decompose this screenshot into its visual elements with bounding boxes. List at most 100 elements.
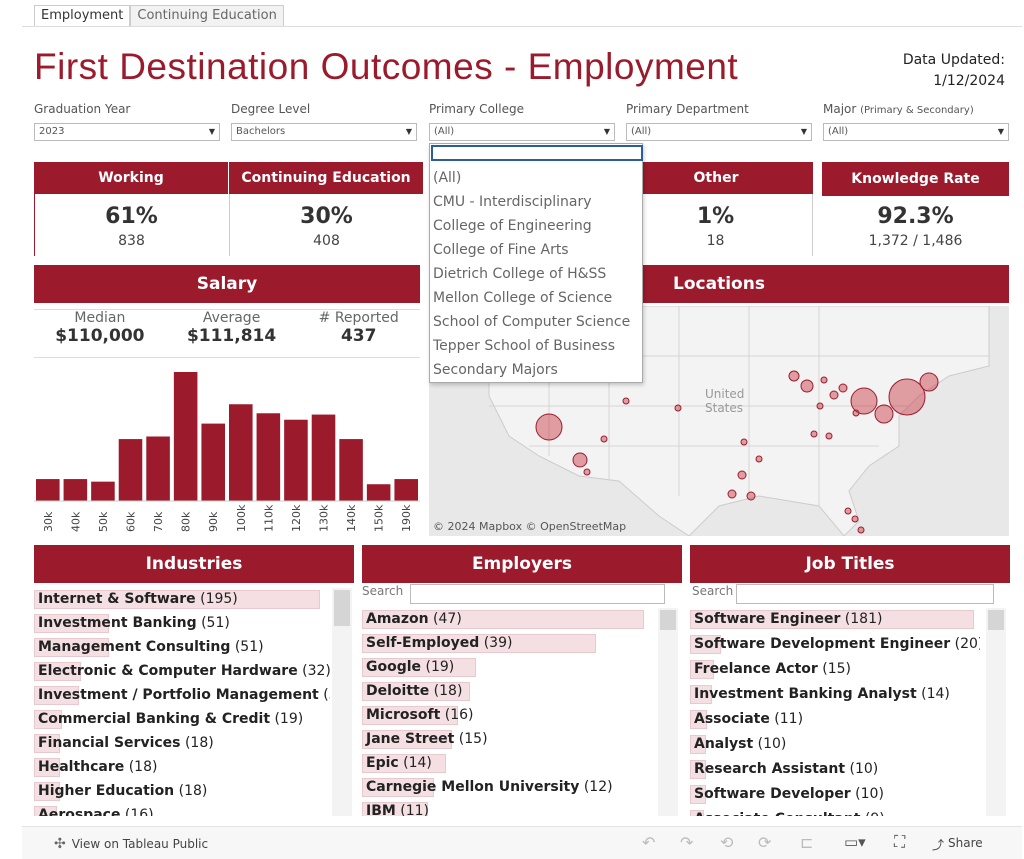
location-marker[interactable] [829,390,839,400]
list-item[interactable]: Higher Education (18) [34,780,330,804]
list-item[interactable]: Software Developer (10) [690,783,980,808]
list-item[interactable]: Self-Employed (39) [362,632,652,656]
list-item[interactable]: Freelance Actor (15) [690,658,980,683]
list-item[interactable]: Amazon (47) [362,608,652,632]
share-button[interactable]: ⤴ Share [932,836,983,853]
primary-college-select[interactable]: (All) ▼ [429,123,615,141]
location-marker[interactable] [800,379,814,393]
salary-bar[interactable] [118,439,143,501]
refresh-icon[interactable]: ⟳ [758,833,772,852]
list-item[interactable]: Aerospace (16) [34,804,330,816]
scroll-thumb[interactable] [660,610,676,630]
list-item[interactable]: Management Consulting (51) [34,636,330,660]
list-item[interactable]: Financial Services (18) [34,732,330,756]
fullscreen-icon[interactable]: ⛶ [894,832,906,851]
redo-icon[interactable]: ↷ [680,833,694,852]
location-marker[interactable] [851,515,859,523]
list-item[interactable]: Analyst (10) [690,733,980,758]
dropdown-option[interactable]: (All) [433,170,462,186]
location-marker[interactable] [788,370,800,382]
graduation-year-select[interactable]: 2023 ▼ [34,123,220,141]
salary-bar[interactable] [173,372,198,501]
list-item[interactable]: Carnegie Mellon University (12) [362,776,652,800]
dropdown-option[interactable]: Dietrich College of H&SS [433,266,607,282]
tab-continuing-education[interactable]: Continuing Education [130,5,284,27]
dropdown-option[interactable]: School of Computer Science [433,314,631,330]
location-marker[interactable] [622,397,630,405]
location-marker[interactable] [535,413,563,441]
location-marker[interactable] [888,378,926,416]
undo-icon[interactable]: ↶ [642,833,656,852]
job-titles-list[interactable]: Software Engineer (181) Software Developm… [690,608,980,816]
salary-bar[interactable] [311,414,336,501]
dropdown-option[interactable]: Mellon College of Science [433,290,613,306]
list-item[interactable]: Software Development Engineer (20) [690,633,980,658]
location-marker[interactable] [674,404,682,412]
location-marker[interactable] [844,507,852,515]
list-item[interactable]: Jane Street (15) [362,728,652,752]
salary-bar[interactable] [91,481,115,501]
employers-list[interactable]: Amazon (47) Self-Employed (39) Google (19)… [362,608,652,816]
location-marker[interactable] [825,432,833,440]
salary-bar[interactable] [201,423,225,501]
location-marker[interactable] [600,435,608,443]
salary-bar[interactable] [394,479,418,501]
industries-list[interactable]: Internet & Software (195) Investment Bank… [34,588,330,816]
location-marker[interactable] [727,489,737,499]
revert-icon[interactable]: ⟲ [720,833,734,852]
list-item[interactable]: Microsoft (16) [362,704,652,728]
location-marker[interactable] [816,402,824,410]
list-item[interactable]: Associate (11) [690,708,980,733]
location-marker[interactable] [737,470,747,480]
employers-search-input[interactable] [410,584,665,604]
scroll-thumb[interactable] [988,610,1004,630]
location-marker[interactable] [740,438,748,446]
dropdown-option[interactable]: CMU - Interdisciplinary [433,194,592,210]
list-item[interactable]: Software Engineer (181) [690,608,980,633]
list-item[interactable]: Deloitte (18) [362,680,652,704]
location-marker[interactable] [810,430,818,438]
location-marker[interactable] [838,383,848,393]
location-marker[interactable] [583,468,591,476]
industries-scrollbar[interactable] [332,588,352,816]
salary-bar[interactable] [339,439,363,501]
location-marker[interactable] [850,387,878,415]
salary-bar[interactable] [36,479,60,501]
dropdown-option[interactable]: College of Engineering [433,218,592,234]
job-titles-search-input[interactable] [736,584,994,604]
location-marker[interactable] [820,376,828,384]
dropdown-search-input[interactable] [431,145,643,161]
location-marker[interactable] [572,452,588,468]
pause-icon[interactable]: ⊏ [800,833,814,852]
list-item[interactable]: Healthcare (18) [34,756,330,780]
list-item[interactable]: Associate Consultant (9) [690,808,980,816]
degree-level-select[interactable]: Bachelors ▼ [231,123,417,141]
major-select[interactable]: (All) ▼ [823,123,1009,141]
salary-bar[interactable] [229,404,253,501]
list-item[interactable]: Investment / Portfolio Management (31) [34,684,330,708]
dropdown-option[interactable]: Tepper School of Business [433,338,615,354]
primary-department-select[interactable]: (All) ▼ [626,123,812,141]
location-marker[interactable] [874,404,894,424]
list-item[interactable]: Electronic & Computer Hardware (32) [34,660,330,684]
employers-scrollbar[interactable] [658,608,678,816]
location-marker[interactable] [746,491,756,501]
salary-bar[interactable] [256,413,281,501]
job-titles-scrollbar[interactable] [986,608,1006,816]
comment-icon[interactable]: ▭▾ [844,833,866,851]
salary-bar[interactable] [366,484,391,501]
list-item[interactable]: Google (19) [362,656,652,680]
salary-bar[interactable] [146,436,170,502]
list-item[interactable]: Investment Banking Analyst (14) [690,683,980,708]
salary-bar[interactable] [284,419,308,501]
list-item[interactable]: IBM (11) [362,800,652,816]
tab-employment[interactable]: Employment [34,5,131,27]
list-item[interactable]: Internet & Software (195) [34,588,330,612]
location-marker[interactable] [857,526,865,534]
list-item[interactable]: Epic (14) [362,752,652,776]
dropdown-option[interactable]: College of Fine Arts [433,242,569,258]
salary-bar[interactable] [63,479,88,501]
location-marker[interactable] [919,372,939,392]
scroll-thumb[interactable] [334,590,350,626]
list-item[interactable]: Research Assistant (10) [690,758,980,783]
